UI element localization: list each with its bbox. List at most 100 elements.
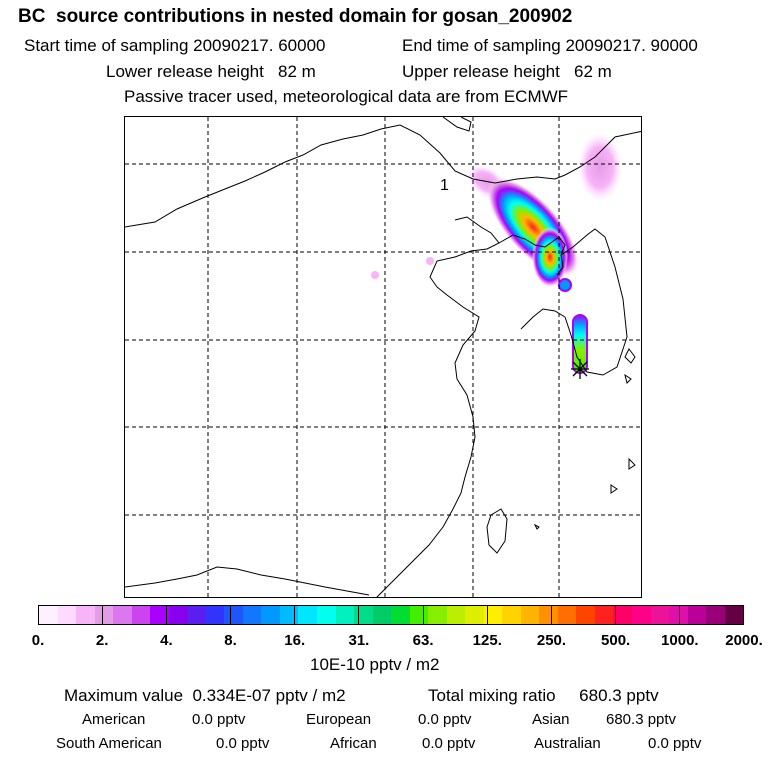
colorbar-tick-label: 4. [160, 632, 173, 649]
colorbar-cell [279, 606, 299, 624]
colorbar-cell [446, 606, 466, 624]
page-title: BC source contributions in nested domain… [18, 6, 573, 27]
plume-speck [371, 271, 379, 279]
colorbar-unit: 10E-10 pptv / m2 [310, 655, 440, 674]
border-line [125, 566, 370, 596]
colorbar-tick-label: 2. [95, 632, 109, 649]
colorbar-cell [539, 606, 558, 624]
colorbar-divider [486, 605, 488, 625]
colorbar-cell [428, 606, 447, 624]
region-name: European [306, 711, 372, 728]
colorbar-divider [615, 605, 617, 625]
colorbar-cell [632, 606, 651, 624]
colorbar-tick-label: 16. [284, 632, 306, 649]
region-value: 0.0 pptv [648, 735, 702, 752]
colorbar-cell [706, 606, 725, 624]
colorbar-cell [687, 606, 707, 624]
region-name: Asian [532, 711, 570, 728]
border-line [442, 117, 472, 132]
colorbar-tick-label: 63. [412, 632, 434, 649]
coastline-china-east [376, 286, 480, 597]
coastline-bohai [429, 216, 500, 288]
colorbar-cell [502, 606, 521, 624]
colorbar-divider [679, 605, 681, 625]
colorbar-cell [520, 606, 540, 624]
map-grid [125, 117, 641, 597]
plume-peninsula [532, 227, 568, 287]
total-mixing-ratio: Total mixing ratio 680.3 pptv [428, 686, 659, 705]
colorbar-cell [57, 606, 77, 624]
colorbar-cell [594, 606, 614, 624]
colorbar-cell [242, 606, 262, 624]
colorbar-cell [150, 606, 169, 624]
map-panel[interactable] [124, 116, 642, 598]
colorbar-cell [205, 606, 225, 624]
colorbar-tick-label: 8. [224, 632, 237, 649]
colorbar-divider [165, 605, 167, 625]
colorbar-cell [613, 606, 632, 624]
colorbar-cell [187, 606, 206, 624]
colorbar-cell [354, 606, 373, 624]
region-name: Australian [534, 735, 601, 752]
colorbar-tick-label: 0. [31, 632, 45, 649]
colorbar-divider [422, 605, 424, 625]
colorbar-divider [358, 605, 360, 625]
colorbar-cell [650, 606, 670, 624]
colorbar-cell [39, 606, 58, 624]
colorbar-divider [230, 605, 232, 625]
region-name: American [82, 711, 146, 728]
colorbar-tick-label: 1000. [661, 632, 699, 649]
colorbar-divider [101, 605, 103, 625]
start-time: Start time of sampling 20090217. 60000 [24, 36, 326, 55]
colorbar-cell [224, 606, 243, 624]
plume-northeast [578, 133, 622, 201]
colorbar-divider [294, 605, 296, 625]
colorbar-cell [131, 606, 151, 624]
colorbar-cell [298, 606, 317, 624]
colorbar-cell [724, 606, 744, 624]
colorbar-cell [335, 606, 355, 624]
map-canvas [125, 117, 641, 597]
colorbar-cell [168, 606, 188, 624]
colorbar-tick-label: 31. [348, 632, 370, 649]
colorbar-cell [372, 606, 392, 624]
maximum-value: Maximum value 0.334E-07 pptv / m2 [64, 686, 346, 705]
island-outline [628, 457, 636, 470]
upper-release-height: Upper release height 62 m [402, 62, 612, 81]
colorbar-cell [76, 606, 95, 624]
coastline-korea [560, 228, 628, 376]
island-outline [533, 523, 540, 530]
region-name: South American [56, 735, 162, 752]
colorbar-cell [316, 606, 336, 624]
border-line [125, 124, 641, 228]
plume-speck [426, 257, 434, 265]
colorbar-tick-label: 250. [536, 632, 567, 649]
end-time: End time of sampling 20090217. 90000 [402, 36, 698, 55]
island-outline [624, 373, 632, 384]
island-outline [624, 348, 636, 364]
concentration-plume [371, 133, 622, 374]
receptor-star-icon [571, 359, 589, 379]
colorbar-cell [483, 606, 503, 624]
coastlines [125, 117, 641, 597]
border-line [520, 308, 566, 330]
colorbar-cell [113, 606, 132, 624]
region-value: 0.0 pptv [192, 711, 246, 728]
plume-island [558, 278, 572, 292]
colorbar-cell [557, 606, 577, 624]
release-point-label: 1 [440, 177, 449, 194]
colorbar-cell [669, 606, 688, 624]
region-value: 680.3 pptv [606, 711, 677, 728]
tracer-note: Passive tracer used, meteorological data… [124, 87, 569, 106]
coastline-korea-bay [498, 234, 566, 276]
region-name: African [330, 735, 377, 752]
region-value: 0.0 pptv [422, 735, 476, 752]
lower-release-height: Lower release height 82 m [106, 62, 316, 81]
colorbar-cell [409, 606, 429, 624]
colorbar-cell [261, 606, 280, 624]
region-value: 0.0 pptv [418, 711, 472, 728]
colorbar-cell [94, 606, 114, 624]
colorbar-cell [391, 606, 410, 624]
colorbar [38, 605, 744, 625]
colorbar-tick-label: 500. [601, 632, 631, 649]
